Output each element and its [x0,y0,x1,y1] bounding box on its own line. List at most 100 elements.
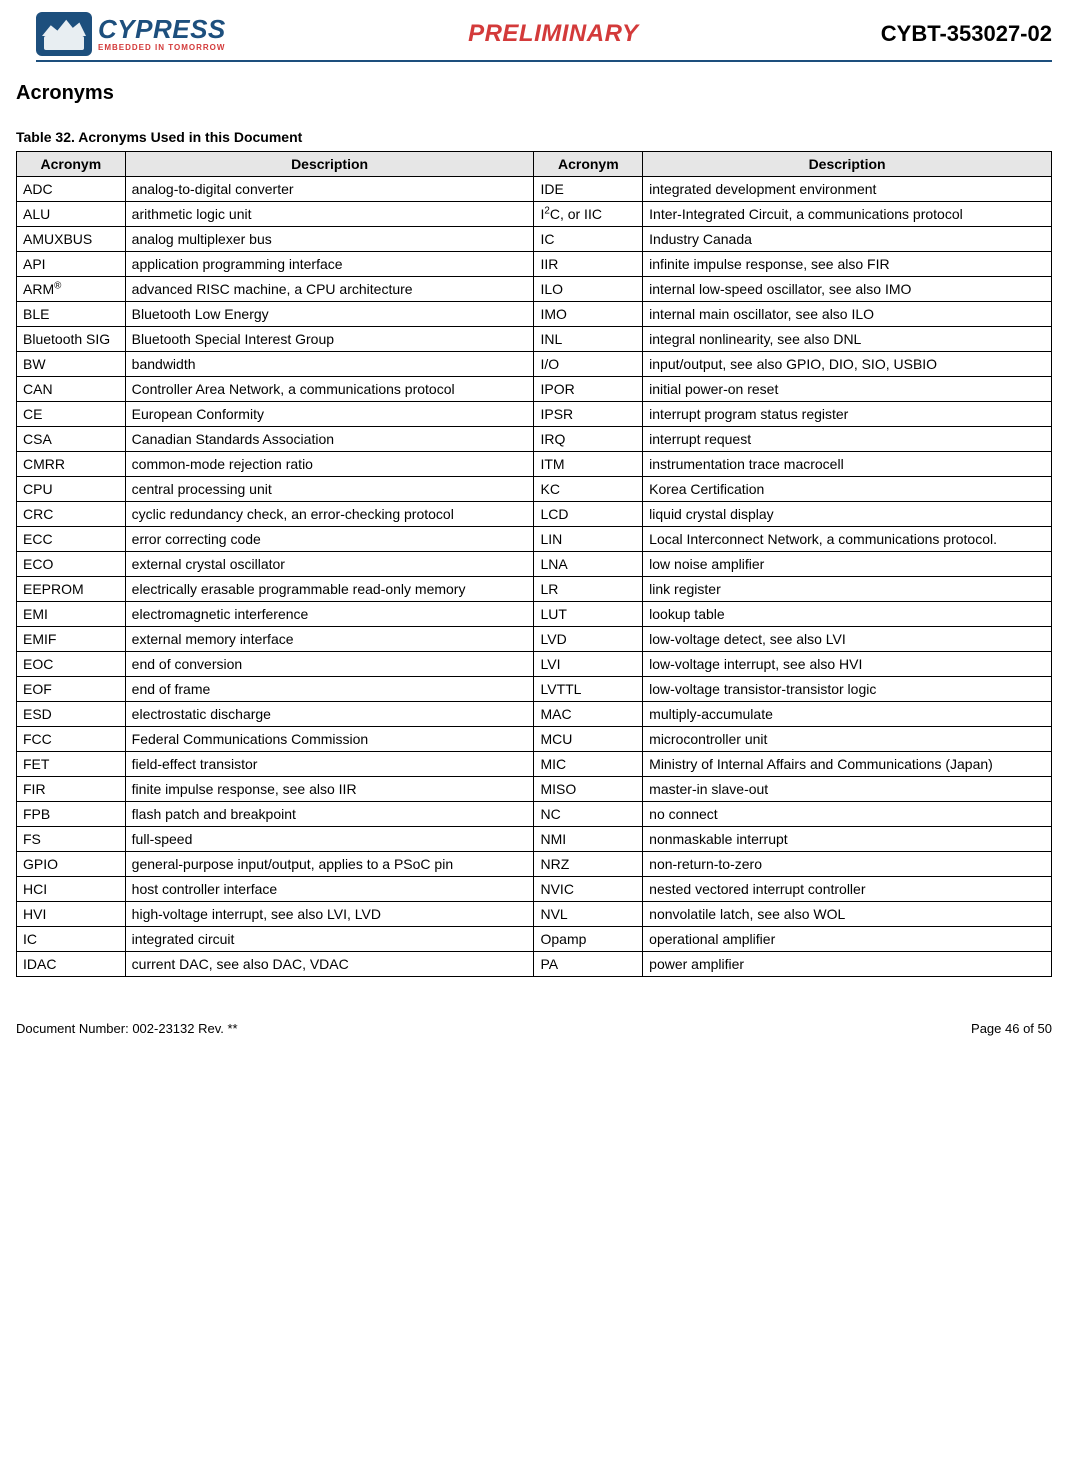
description-cell: integrated circuit [125,927,534,952]
description-cell: European Conformity [125,402,534,427]
table-row: AMUXBUSanalog multiplexer busICIndustry … [17,227,1052,252]
acronym-cell: GPIO [17,852,126,877]
description-cell: infinite impulse response, see also FIR [643,252,1052,277]
table-row: CMRRcommon-mode rejection ratioITMinstru… [17,452,1052,477]
acronym-cell: IDE [534,177,643,202]
description-cell: liquid crystal display [643,502,1052,527]
acronym-cell: ITM [534,452,643,477]
description-cell: power amplifier [643,952,1052,977]
footer-page-number: Page 46 of 50 [971,1021,1052,1036]
table-row: IDACcurrent DAC, see also DAC, VDACPApow… [17,952,1052,977]
table-header-row: Acronym Description Acronym Description [17,152,1052,177]
description-cell: nonvolatile latch, see also WOL [643,902,1052,927]
description-cell: integrated development environment [643,177,1052,202]
table-row: ICintegrated circuitOpampoperational amp… [17,927,1052,952]
logo-text: CYPRESS EMBEDDED IN TOMORROW [98,16,226,52]
description-cell: input/output, see also GPIO, DIO, SIO, U… [643,352,1052,377]
description-cell: initial power-on reset [643,377,1052,402]
description-cell: Bluetooth Low Energy [125,302,534,327]
acronym-cell: ADC [17,177,126,202]
description-cell: nested vectored interrupt controller [643,877,1052,902]
part-number: CYBT-353027-02 [881,21,1052,47]
acronym-cell: IMO [534,302,643,327]
description-cell: common-mode rejection ratio [125,452,534,477]
acronym-cell: EOF [17,677,126,702]
description-cell: analog multiplexer bus [125,227,534,252]
description-cell: link register [643,577,1052,602]
description-cell: Inter-Integrated Circuit, a communicatio… [643,202,1052,227]
acronym-cell: ECO [17,552,126,577]
description-cell: low noise amplifier [643,552,1052,577]
description-cell: arithmetic logic unit [125,202,534,227]
description-cell: Local Interconnect Network, a communicat… [643,527,1052,552]
description-cell: electrically erasable programmable read-… [125,577,534,602]
acronym-cell: I2C, or IIC [534,202,643,227]
acronym-cell: LNA [534,552,643,577]
section-title: Acronyms [16,82,1052,105]
table-row: BWbandwidthI/Oinput/output, see also GPI… [17,352,1052,377]
acronym-cell: KC [534,477,643,502]
table-row: GPIOgeneral-purpose input/output, applie… [17,852,1052,877]
description-cell: master-in slave-out [643,777,1052,802]
description-cell: no connect [643,802,1052,827]
acronym-cell: CMRR [17,452,126,477]
table-row: CSACanadian Standards AssociationIRQinte… [17,427,1052,452]
table-row: EEPROMelectrically erasable programmable… [17,577,1052,602]
acronym-cell: ECC [17,527,126,552]
description-cell: non-return-to-zero [643,852,1052,877]
description-cell: finite impulse response, see also IIR [125,777,534,802]
description-cell: Canadian Standards Association [125,427,534,452]
acronym-cell: MIC [534,752,643,777]
acronym-cell: CPU [17,477,126,502]
description-cell: cyclic redundancy check, an error-checki… [125,502,534,527]
description-cell: microcontroller unit [643,727,1052,752]
description-cell: host controller interface [125,877,534,902]
description-cell: flash patch and breakpoint [125,802,534,827]
page-header: CYPRESS EMBEDDED IN TOMORROW PRELIMINARY… [36,12,1052,62]
description-cell: Federal Communications Commission [125,727,534,752]
description-cell: external crystal oscillator [125,552,534,577]
footer-doc-number: Document Number: 002-23132 Rev. ** [16,1021,238,1036]
acronym-cell: LR [534,577,643,602]
acronym-cell: BLE [17,302,126,327]
page: CYPRESS EMBEDDED IN TOMORROW PRELIMINARY… [0,0,1088,1060]
description-cell: electrostatic discharge [125,702,534,727]
acronym-cell: LIN [534,527,643,552]
acronyms-table: Acronym Description Acronym Description … [16,151,1052,977]
acronym-cell: BW [17,352,126,377]
table-row: CEEuropean ConformityIPSRinterrupt progr… [17,402,1052,427]
acronym-cell: MAC [534,702,643,727]
table-row: ESDelectrostatic dischargeMACmultiply-ac… [17,702,1052,727]
acronym-cell: AMUXBUS [17,227,126,252]
acronym-cell: Bluetooth SIG [17,327,126,352]
description-cell: error correcting code [125,527,534,552]
table-row: EMIelectromagnetic interferenceLUTlookup… [17,602,1052,627]
description-cell: full-speed [125,827,534,852]
acronym-cell: IC [534,227,643,252]
acronym-cell: Opamp [534,927,643,952]
preliminary-label: PRELIMINARY [468,20,638,48]
description-cell: low-voltage interrupt, see also HVI [643,652,1052,677]
table-row: EMIFexternal memory interfaceLVDlow-volt… [17,627,1052,652]
acronym-cell: NVL [534,902,643,927]
acronym-cell: FET [17,752,126,777]
description-cell: instrumentation trace macrocell [643,452,1052,477]
acronym-cell: HCI [17,877,126,902]
description-cell: application programming interface [125,252,534,277]
col-header-description-2: Description [643,152,1052,177]
acronym-cell: PA [534,952,643,977]
description-cell: Bluetooth Special Interest Group [125,327,534,352]
acronym-cell: EOC [17,652,126,677]
description-cell: advanced RISC machine, a CPU architectur… [125,277,534,302]
table-row: BLEBluetooth Low EnergyIMOinternal main … [17,302,1052,327]
description-cell: nonmaskable interrupt [643,827,1052,852]
acronym-cell: NC [534,802,643,827]
acronym-cell: LVI [534,652,643,677]
acronym-cell: CAN [17,377,126,402]
acronym-cell: INL [534,327,643,352]
col-header-acronym-2: Acronym [534,152,643,177]
description-cell: bandwidth [125,352,534,377]
acronym-cell: CRC [17,502,126,527]
acronym-cell: IDAC [17,952,126,977]
acronym-cell: ALU [17,202,126,227]
